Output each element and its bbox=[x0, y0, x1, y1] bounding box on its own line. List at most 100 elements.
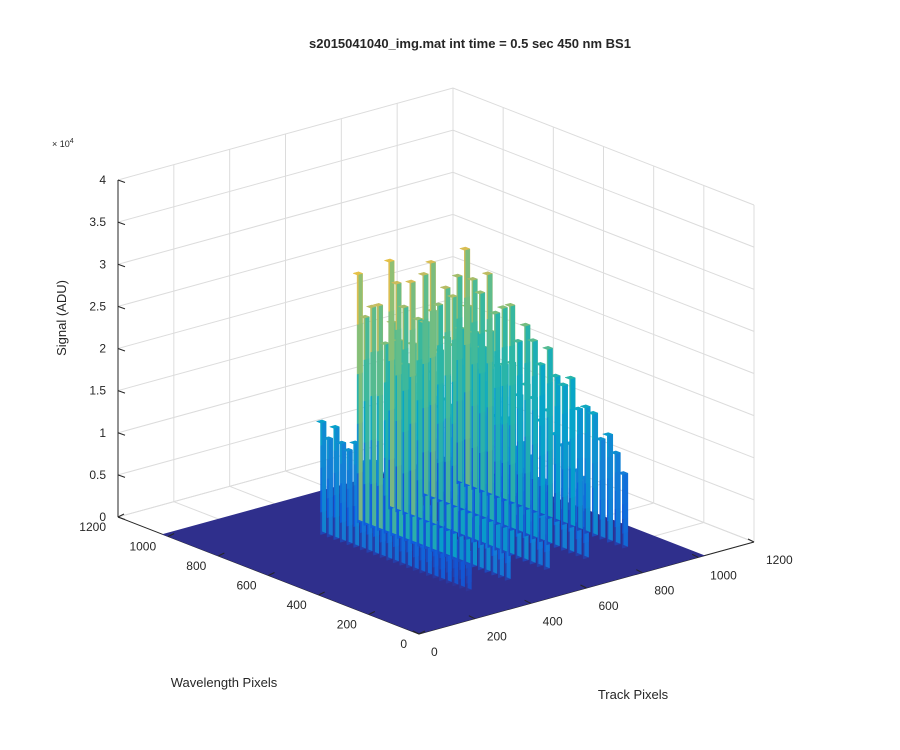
peak-side bbox=[341, 441, 346, 541]
peak-side bbox=[548, 346, 553, 518]
peak-top bbox=[342, 448, 354, 452]
x-tick-label: 800 bbox=[654, 584, 674, 598]
peak-side bbox=[438, 302, 443, 501]
x-tick-mark bbox=[636, 569, 643, 574]
peak-top bbox=[571, 406, 584, 411]
peak-top bbox=[417, 272, 430, 276]
y-tick-label: 400 bbox=[287, 598, 307, 612]
z-tick-label: 2.5 bbox=[89, 299, 106, 313]
peak-top bbox=[446, 294, 459, 298]
peak-side bbox=[335, 425, 340, 539]
y-tick-label: 200 bbox=[337, 618, 357, 632]
peak-top bbox=[474, 290, 486, 295]
peak-top bbox=[534, 362, 546, 366]
peak-top bbox=[335, 440, 347, 445]
peak-top bbox=[397, 304, 410, 309]
y-tick-label: 0 bbox=[400, 637, 407, 651]
peak-top bbox=[481, 271, 494, 276]
y-axis-label: Wavelength Pixels bbox=[171, 675, 278, 690]
x-tick-mark bbox=[580, 584, 587, 589]
peak-side bbox=[578, 406, 583, 530]
z-tick-label: 0 bbox=[99, 510, 106, 524]
z-tick-mark bbox=[117, 390, 126, 394]
x-tick-label: 600 bbox=[599, 599, 619, 613]
peak-top bbox=[556, 382, 569, 387]
peak-side bbox=[593, 411, 598, 535]
peak-side bbox=[563, 382, 568, 524]
peak-top bbox=[328, 424, 341, 429]
peak-top bbox=[594, 436, 607, 441]
peak-top bbox=[609, 450, 622, 455]
z-tick-label: 0.5 bbox=[89, 468, 106, 482]
peak-side bbox=[487, 271, 493, 494]
peak-side bbox=[445, 285, 451, 504]
peak-top bbox=[359, 314, 371, 319]
peak-top bbox=[379, 341, 391, 345]
surface-plot bbox=[162, 246, 705, 634]
peak-top bbox=[404, 279, 417, 284]
z-tick-mark bbox=[117, 263, 126, 268]
peak-side bbox=[518, 339, 523, 506]
z-multiplier: × 104 bbox=[52, 138, 74, 149]
peak-top bbox=[365, 304, 377, 309]
peak-top bbox=[496, 305, 509, 310]
x-tick-mark bbox=[468, 615, 476, 620]
peak-side bbox=[510, 303, 515, 503]
peak-side bbox=[495, 310, 500, 497]
peak-side bbox=[540, 362, 546, 515]
peak-side bbox=[533, 338, 538, 512]
peak-side bbox=[608, 432, 613, 541]
z-tick-mark bbox=[117, 305, 126, 310]
y-tick-label: 600 bbox=[236, 579, 256, 593]
y-tick-mark bbox=[117, 513, 125, 518]
peak-top bbox=[586, 410, 599, 415]
peak-top bbox=[511, 338, 524, 343]
peak-top bbox=[315, 419, 327, 424]
peak-top bbox=[541, 345, 554, 350]
peak-side bbox=[431, 260, 436, 498]
z-tick-label: 2 bbox=[99, 342, 106, 356]
peak-5 bbox=[451, 246, 629, 549]
peak-top bbox=[617, 471, 629, 475]
peak-side bbox=[503, 305, 508, 500]
peak-top bbox=[579, 404, 592, 409]
peak-top bbox=[564, 375, 576, 380]
peak-side bbox=[623, 471, 628, 547]
peak-top bbox=[322, 436, 334, 440]
x-tick-mark bbox=[524, 599, 531, 604]
peak-top bbox=[526, 338, 539, 343]
y-tick-mark bbox=[368, 611, 376, 615]
peak-top bbox=[352, 271, 364, 276]
z-tick-label: 4 bbox=[99, 173, 106, 187]
y-tick-mark bbox=[418, 630, 426, 635]
peak-top bbox=[383, 258, 395, 263]
x-tick-label: 0 bbox=[431, 645, 438, 659]
peak-side bbox=[404, 304, 409, 514]
z-tick-mark bbox=[117, 516, 126, 520]
y-tick-label: 800 bbox=[186, 559, 206, 573]
z-tick-label: 3 bbox=[99, 257, 106, 271]
peak-top bbox=[459, 246, 471, 251]
peak-side bbox=[570, 376, 576, 527]
y-tick-label: 1200 bbox=[79, 520, 106, 534]
peak-side bbox=[423, 272, 429, 495]
peak-top bbox=[601, 432, 614, 437]
y-tick-mark bbox=[167, 533, 175, 537]
peak-side bbox=[372, 304, 377, 527]
z-tick-mark bbox=[117, 221, 126, 226]
peak-side bbox=[600, 437, 606, 538]
y-tick-mark bbox=[318, 591, 325, 596]
peak-side bbox=[328, 436, 333, 536]
axis-ticks: 00.511.522.533.5402004006008001000120002… bbox=[79, 173, 793, 659]
peak-side bbox=[390, 258, 395, 508]
peak-top bbox=[372, 303, 384, 307]
x-tick-label: 400 bbox=[543, 614, 563, 628]
z-tick-mark bbox=[117, 432, 126, 436]
x-tick-label: 1200 bbox=[766, 553, 793, 567]
z-tick-mark bbox=[117, 179, 126, 183]
peak-side bbox=[348, 448, 353, 544]
x-tick-mark bbox=[691, 553, 699, 558]
peak-side bbox=[418, 317, 423, 519]
x-tick-label: 1000 bbox=[710, 568, 737, 582]
